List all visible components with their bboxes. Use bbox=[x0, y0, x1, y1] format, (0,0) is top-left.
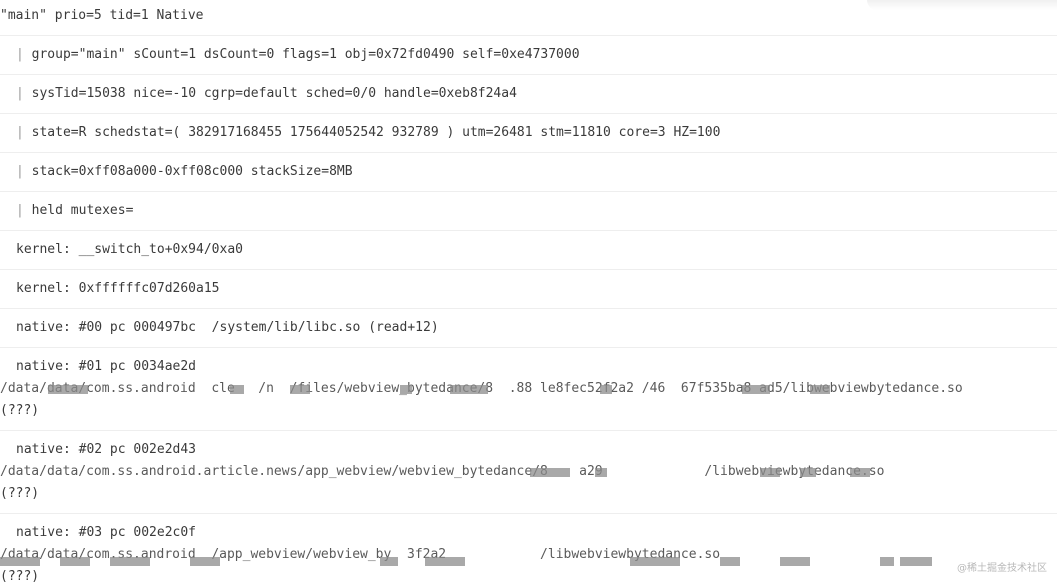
row-divider bbox=[0, 113, 1057, 114]
thread-info-text: sysTid=15038 nice=-10 cgrp=default sched… bbox=[31, 86, 517, 101]
thread-info-text: state=R schedstat=( 382917168455 1756440… bbox=[31, 125, 721, 140]
kernel-frame: kernel: __switch_to+0x94/0xa0 bbox=[16, 242, 243, 257]
redaction-block bbox=[60, 557, 90, 566]
thread-info-line: | group="main" sCount=1 dsCount=0 flags=… bbox=[16, 47, 580, 63]
redaction-block bbox=[850, 468, 870, 477]
frame-symbol: (???) bbox=[0, 486, 40, 501]
library-path: /data/data/com.ss.android.article.news/a… bbox=[0, 464, 885, 479]
row-divider bbox=[0, 308, 1057, 309]
library-path: /data/data/com.ss.android /app_webview/w… bbox=[0, 547, 721, 562]
redaction-block bbox=[760, 468, 780, 477]
redaction-block bbox=[0, 557, 40, 566]
redaction-block bbox=[800, 468, 816, 477]
native-frame: native: #02 pc 002e2d43 bbox=[16, 442, 197, 457]
redaction-block bbox=[880, 557, 894, 566]
row-divider bbox=[0, 191, 1057, 192]
thread-info-text: held mutexes= bbox=[31, 203, 134, 218]
thread-info-line: | sysTid=15038 nice=-10 cgrp=default sch… bbox=[16, 86, 517, 102]
row-divider bbox=[0, 269, 1057, 270]
row-divider bbox=[0, 230, 1057, 231]
thread-info-text: stack=0xff08a000-0xff08c000 stackSize=8M… bbox=[31, 164, 353, 179]
frame-symbol: (???) bbox=[0, 569, 40, 584]
redaction-block bbox=[530, 468, 570, 477]
frame-symbol: (???) bbox=[0, 403, 40, 418]
thread-info-line: | state=R schedstat=( 382917168455 17564… bbox=[16, 125, 720, 141]
library-path: /data/data/com.ss.android cle /n /files/… bbox=[0, 381, 963, 396]
redaction-block bbox=[230, 385, 244, 394]
redaction-block bbox=[595, 468, 607, 477]
redaction-block bbox=[290, 385, 310, 394]
redaction-block bbox=[900, 557, 932, 566]
native-frame: native: #01 pc 0034ae2d bbox=[16, 359, 197, 374]
pipe-glyph: | bbox=[16, 86, 24, 101]
pipe-glyph: | bbox=[16, 203, 24, 218]
row-divider bbox=[0, 35, 1057, 36]
redaction-block bbox=[48, 385, 88, 394]
thread-header: "main" prio=5 tid=1 Native bbox=[0, 8, 204, 23]
native-frame: native: #03 pc 002e2c0f bbox=[16, 525, 197, 540]
redaction-block bbox=[380, 557, 398, 566]
window-shadow bbox=[867, 0, 1057, 10]
row-divider bbox=[0, 430, 1057, 431]
thread-info-line: | stack=0xff08a000-0xff08c000 stackSize=… bbox=[16, 164, 353, 180]
redaction-block bbox=[630, 557, 680, 566]
thread-info-line: | held mutexes= bbox=[16, 203, 133, 219]
redaction-block bbox=[450, 385, 488, 394]
redaction-block bbox=[110, 557, 150, 566]
row-divider bbox=[0, 513, 1057, 514]
native-frame: native: #00 pc 000497bc /system/lib/libc… bbox=[16, 320, 439, 335]
redaction-block bbox=[810, 385, 830, 394]
row-divider bbox=[0, 152, 1057, 153]
thread-info-text: group="main" sCount=1 dsCount=0 flags=1 … bbox=[31, 47, 580, 62]
redaction-block bbox=[742, 385, 770, 394]
redaction-block bbox=[400, 385, 412, 394]
redaction-block bbox=[720, 557, 740, 566]
pipe-glyph: | bbox=[16, 47, 24, 62]
pipe-glyph: | bbox=[16, 125, 24, 140]
row-divider bbox=[0, 74, 1057, 75]
redaction-block bbox=[425, 557, 465, 566]
kernel-frame: kernel: 0xffffffc07d260a15 bbox=[16, 281, 220, 296]
row-divider bbox=[0, 347, 1057, 348]
redaction-block bbox=[600, 385, 612, 394]
pipe-glyph: | bbox=[16, 164, 24, 179]
redaction-block bbox=[780, 557, 810, 566]
site-watermark: @稀土掘金技术社区 bbox=[957, 563, 1047, 574]
redaction-block bbox=[190, 557, 220, 566]
